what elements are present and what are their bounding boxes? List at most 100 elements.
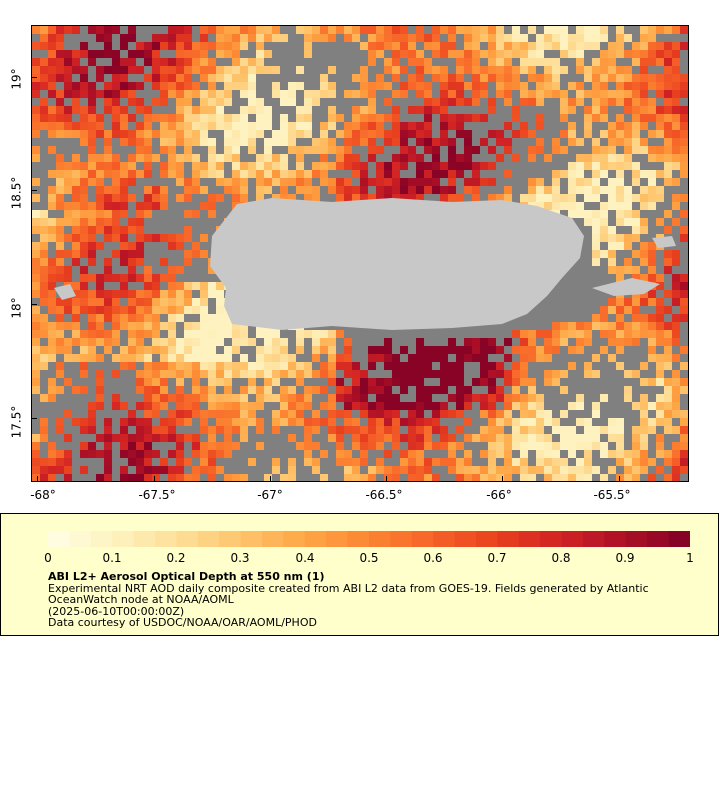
aod-cell bbox=[120, 90, 128, 98]
aod-cell bbox=[296, 402, 304, 410]
aod-cell bbox=[96, 130, 104, 138]
aod-cell bbox=[600, 130, 608, 138]
aod-cell bbox=[656, 330, 664, 338]
aod-cell bbox=[96, 450, 104, 458]
aod-cell bbox=[88, 354, 96, 362]
aod-cell bbox=[624, 98, 632, 106]
aod-cell bbox=[104, 466, 112, 474]
aod-cell bbox=[672, 322, 680, 330]
aod-cell bbox=[64, 186, 72, 194]
aod-cell bbox=[216, 74, 224, 82]
aod-cell bbox=[248, 410, 256, 418]
aod-cell bbox=[424, 458, 432, 466]
aod-cell bbox=[344, 130, 352, 138]
aod-cell bbox=[544, 346, 552, 354]
aod-cell bbox=[576, 34, 584, 42]
aod-cell bbox=[304, 442, 312, 450]
aod-cell bbox=[664, 266, 672, 274]
aod-cell bbox=[64, 466, 72, 474]
aod-cell bbox=[552, 370, 560, 378]
aod-cell bbox=[160, 34, 168, 42]
aod-cell bbox=[568, 330, 576, 338]
aod-cell bbox=[144, 466, 152, 474]
colorbar-swatch bbox=[262, 531, 284, 547]
aod-cell bbox=[448, 170, 456, 178]
aod-cell bbox=[672, 58, 680, 66]
aod-cell bbox=[40, 314, 48, 322]
aod-cell bbox=[48, 266, 56, 274]
aod-cell bbox=[208, 338, 216, 346]
aod-cell bbox=[328, 186, 336, 194]
aod-cell bbox=[328, 362, 336, 370]
aod-cell bbox=[104, 338, 112, 346]
aod-cell bbox=[408, 50, 416, 58]
aod-cell bbox=[240, 410, 248, 418]
aod-cell bbox=[272, 370, 280, 378]
aod-cell bbox=[608, 42, 616, 50]
aod-cell bbox=[408, 122, 416, 130]
aod-cell bbox=[576, 466, 584, 474]
aod-cell bbox=[680, 306, 688, 314]
aod-cell bbox=[272, 138, 280, 146]
aod-cell bbox=[40, 210, 48, 218]
aod-cell bbox=[160, 346, 168, 354]
aod-cell bbox=[80, 186, 88, 194]
aod-cell bbox=[136, 66, 144, 74]
aod-cell bbox=[304, 394, 312, 402]
aod-cell bbox=[192, 154, 200, 162]
aod-cell bbox=[520, 98, 528, 106]
aod-cell bbox=[600, 306, 608, 314]
aod-cell bbox=[256, 122, 264, 130]
aod-cell bbox=[48, 274, 56, 282]
aod-cell bbox=[560, 194, 568, 202]
aod-cell bbox=[136, 338, 144, 346]
aod-cell bbox=[496, 138, 504, 146]
aod-cell bbox=[656, 322, 664, 330]
aod-cell bbox=[488, 402, 496, 410]
aod-cell bbox=[128, 410, 136, 418]
aod-cell bbox=[656, 314, 664, 322]
aod-cell bbox=[480, 378, 488, 386]
aod-cell bbox=[496, 130, 504, 138]
aod-cell bbox=[296, 362, 304, 370]
aod-cell bbox=[616, 322, 624, 330]
aod-cell bbox=[72, 98, 80, 106]
aod-cell bbox=[200, 106, 208, 114]
aod-cell bbox=[584, 186, 592, 194]
aod-cell bbox=[680, 82, 688, 90]
aod-cell bbox=[496, 442, 504, 450]
aod-cell bbox=[112, 50, 120, 58]
aod-cell bbox=[40, 354, 48, 362]
aod-cell bbox=[192, 346, 200, 354]
aod-cell bbox=[88, 250, 96, 258]
aod-cell bbox=[32, 218, 40, 226]
aod-cell bbox=[416, 82, 424, 90]
aod-cell bbox=[144, 58, 152, 66]
aod-cell bbox=[360, 378, 368, 386]
aod-cell bbox=[80, 130, 88, 138]
aod-cell bbox=[520, 354, 528, 362]
aod-cell bbox=[312, 194, 320, 202]
aod-cell bbox=[592, 42, 600, 50]
aod-cell bbox=[432, 106, 440, 114]
aod-cell bbox=[56, 98, 64, 106]
aod-cell bbox=[144, 290, 152, 298]
aod-cell bbox=[304, 370, 312, 378]
aod-cell bbox=[48, 170, 56, 178]
aod-cell bbox=[568, 322, 576, 330]
aod-cell bbox=[392, 122, 400, 130]
aod-cell bbox=[600, 330, 608, 338]
aod-cell bbox=[104, 66, 112, 74]
aod-cell bbox=[488, 178, 496, 186]
aod-cell bbox=[240, 402, 248, 410]
aod-cell bbox=[120, 138, 128, 146]
aod-cell bbox=[664, 154, 672, 162]
aod-cell bbox=[448, 394, 456, 402]
aod-cell bbox=[80, 194, 88, 202]
aod-cell bbox=[360, 442, 368, 450]
aod-cell bbox=[360, 66, 368, 74]
aod-cell bbox=[248, 74, 256, 82]
aod-cell bbox=[504, 466, 512, 474]
aod-cell bbox=[400, 42, 408, 50]
colorbar-swatch bbox=[133, 531, 156, 547]
